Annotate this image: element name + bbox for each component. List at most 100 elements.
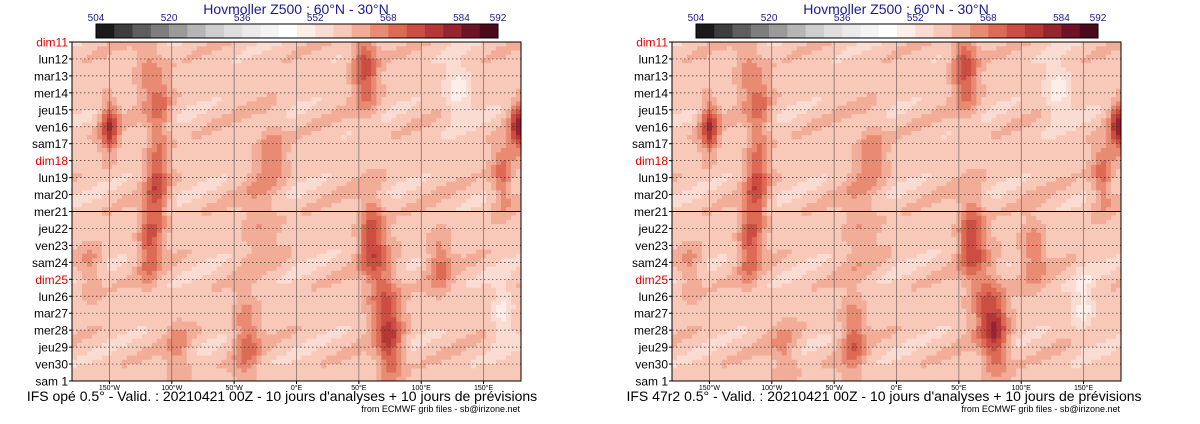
heatmap-cell — [221, 63, 228, 68]
heatmap-cell — [276, 245, 282, 251]
heatmap-cell — [91, 109, 98, 115]
heatmap-cell — [506, 236, 512, 242]
heatmap-cell — [311, 181, 317, 187]
heatmap-cell — [266, 164, 272, 170]
heatmap-cell — [146, 232, 153, 238]
heatmap-cell — [426, 224, 432, 229]
heatmap-cell — [316, 249, 322, 255]
heatmap-cell — [91, 215, 98, 221]
heatmap-cell — [361, 130, 367, 136]
heatmap-cell — [286, 92, 292, 98]
heatmap-cell — [261, 160, 267, 166]
heatmap-cell — [406, 266, 412, 272]
heatmap-cell — [351, 173, 357, 178]
heatmap-cell — [81, 211, 88, 217]
heatmap-cell — [501, 198, 507, 204]
heatmap-cell — [401, 181, 407, 187]
heatmap-cell — [496, 58, 502, 64]
heatmap-cell — [451, 181, 457, 187]
heatmap-cell — [96, 228, 103, 234]
heatmap-cell — [331, 156, 337, 162]
heatmap-cell — [111, 275, 118, 280]
heatmap-cell — [436, 92, 442, 98]
heatmap-cell — [506, 194, 512, 200]
heatmap-cell — [116, 181, 123, 187]
heatmap-cell — [226, 198, 233, 204]
heatmap-cell — [236, 190, 243, 195]
heatmap-cell — [121, 75, 128, 81]
heatmap-cell — [221, 228, 228, 234]
heatmap-cell — [321, 224, 327, 229]
heatmap-cell — [431, 169, 437, 174]
heatmap-cell — [196, 50, 203, 56]
heatmap-cell — [216, 105, 223, 111]
heatmap-cell — [446, 92, 452, 98]
heatmap-cell — [121, 169, 128, 174]
heatmap-cell — [251, 114, 257, 119]
heatmap-cell — [331, 241, 337, 246]
heatmap-cell — [186, 186, 193, 191]
heatmap-cell — [406, 258, 412, 263]
heatmap-cell — [211, 50, 218, 56]
heatmap-cell — [491, 211, 497, 217]
heatmap-cell — [441, 173, 447, 178]
heatmap-cell — [221, 262, 228, 267]
heatmap-cell — [146, 186, 153, 191]
heatmap-cell — [116, 152, 123, 157]
heatmap-cell — [161, 109, 168, 115]
heatmap-cell — [371, 67, 377, 73]
heatmap-cell — [416, 84, 422, 90]
heatmap-cell — [246, 50, 252, 56]
heatmap-cell — [386, 236, 392, 242]
colorbar-tick-label: 520 — [161, 13, 178, 24]
heatmap-cell — [431, 152, 437, 157]
heatmap-cell — [161, 88, 168, 94]
heatmap-cell — [271, 92, 277, 98]
heatmap-cell — [141, 118, 148, 123]
heatmap-cell — [151, 88, 158, 94]
heatmap-cell — [86, 147, 93, 153]
heatmap-cell — [386, 198, 392, 204]
heatmap-cell — [226, 80, 233, 85]
heatmap-cell — [391, 97, 397, 102]
heatmap-cell — [206, 228, 213, 234]
heatmap-cell — [311, 207, 317, 212]
heatmap-cell — [291, 253, 297, 259]
heatmap-cell — [136, 177, 143, 183]
heatmap-cell — [401, 232, 407, 238]
heatmap-cell — [256, 203, 262, 208]
heatmap-cell — [416, 42, 422, 47]
heatmap-cell — [366, 232, 372, 238]
heatmap-cell — [191, 177, 198, 183]
heatmap-cell — [296, 164, 302, 170]
heatmap-cell — [306, 54, 312, 60]
heatmap-cell — [86, 266, 93, 272]
heatmap-cell — [476, 75, 482, 81]
heatmap-cell — [76, 84, 83, 90]
heatmap-cell — [126, 258, 133, 263]
heatmap-cell — [366, 58, 372, 64]
heatmap-cell — [101, 228, 108, 234]
heatmap-cell — [506, 58, 512, 64]
heatmap-cell — [121, 122, 128, 128]
heatmap-cell — [321, 88, 327, 94]
heatmap-cell — [306, 219, 312, 225]
heatmap-cell — [301, 105, 307, 111]
heatmap-cell — [136, 253, 143, 259]
heatmap-cell — [256, 135, 262, 140]
heatmap-cell — [486, 207, 492, 212]
heatmap-cell — [216, 194, 223, 200]
heatmap-cell — [216, 97, 223, 102]
heatmap-cell — [316, 198, 322, 204]
heatmap-cell — [171, 190, 178, 195]
heatmap-cell — [131, 266, 138, 272]
heatmap-cell — [241, 88, 248, 94]
heatmap-cell — [131, 75, 138, 81]
heatmap-cell — [321, 203, 327, 208]
heatmap-cell — [516, 232, 522, 238]
heatmap-cell — [446, 207, 452, 212]
heatmap-cell — [386, 135, 392, 140]
heatmap-cell — [186, 58, 193, 64]
heatmap-cell — [501, 262, 507, 267]
heatmap-cell — [401, 122, 407, 128]
